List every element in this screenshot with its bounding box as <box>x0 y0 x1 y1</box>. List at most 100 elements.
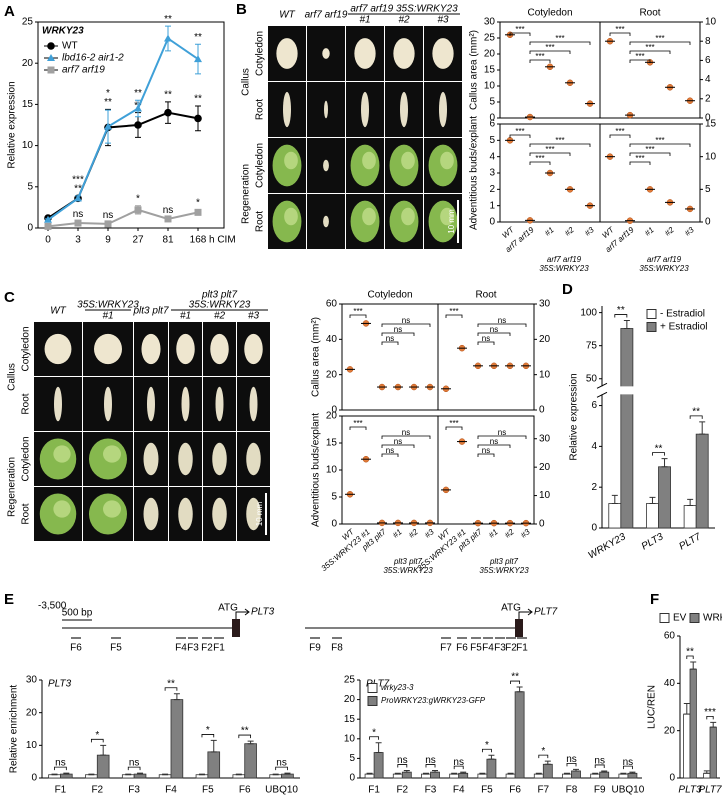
scale-label: 500 bp <box>62 608 93 619</box>
callus <box>54 386 62 422</box>
y-tick-label: 15 <box>22 99 34 110</box>
bracket <box>629 152 671 156</box>
group-label: 35S:WRKY23 <box>639 264 689 273</box>
group-label: arf7 arf19 <box>647 255 682 264</box>
y-tick-label: 25 <box>484 33 496 44</box>
bracket <box>629 161 651 165</box>
callus <box>44 333 72 365</box>
significance-label: ns <box>163 205 174 216</box>
bracket <box>629 59 651 63</box>
error-bar <box>394 772 401 775</box>
regenerant <box>246 497 261 531</box>
significance-label: *** <box>72 175 84 186</box>
gene-box <box>515 619 523 637</box>
significance-label: *** <box>655 136 664 145</box>
group-label: 35S:WRKY23 <box>77 300 139 311</box>
x-tick-label: #1 <box>643 225 656 238</box>
x-tick-label: F1 <box>55 785 67 796</box>
regenerant <box>103 445 121 463</box>
marker <box>47 66 55 74</box>
callus <box>176 333 195 365</box>
bar <box>533 773 544 779</box>
bracket <box>652 452 665 456</box>
significance-label: *** <box>449 307 458 316</box>
y-tick-label: 0 <box>27 223 33 234</box>
regenerant <box>284 207 298 226</box>
panel-letter: E <box>4 591 14 608</box>
marker <box>47 42 55 50</box>
y-tick-label: 0 <box>489 217 495 228</box>
significance-label: ** <box>194 32 202 43</box>
column-label: #1 <box>359 15 370 26</box>
significance-label: ns <box>394 437 402 446</box>
group-label: plt3 plt7 <box>393 557 423 566</box>
scale-bar-label: 10 mm <box>447 209 456 234</box>
amplicon-label: F4 <box>175 643 187 654</box>
error-bar <box>601 770 608 773</box>
y-tick-label: 10 <box>22 140 34 151</box>
amplicon-label: F6 <box>70 643 82 654</box>
y-axis-label: Callus area (mm²) <box>469 30 480 110</box>
x-tick-label: #1 <box>487 527 500 540</box>
callus <box>361 91 369 128</box>
bracket <box>275 766 288 771</box>
bracket <box>706 715 714 720</box>
bracket <box>566 762 577 767</box>
bar <box>618 773 629 779</box>
group-label: arf7 arf19 35S:WRKY23 <box>350 4 458 15</box>
y-tick-label: 15 <box>344 714 356 725</box>
significance-label: * <box>206 725 210 736</box>
bar <box>133 773 147 779</box>
x-tick-label: #3 <box>583 225 596 238</box>
bar <box>401 771 412 779</box>
x-tick-label: F4 <box>453 785 465 796</box>
regenerant <box>362 207 376 226</box>
error-bar <box>699 421 706 435</box>
regenerant <box>143 497 159 531</box>
marker <box>194 55 202 63</box>
bracket <box>622 765 633 770</box>
row-label: Root <box>255 99 266 120</box>
bar <box>542 763 553 779</box>
y-tick-label: 6 <box>591 400 597 411</box>
significance-label: *** <box>515 25 524 34</box>
row-label: Cotyledon <box>21 326 32 371</box>
y-tick-label: 0 <box>539 519 545 530</box>
bracket <box>481 748 492 753</box>
significance-label: * <box>196 198 200 209</box>
significance-label: ns <box>498 428 506 437</box>
y-axis-label: Relative enrichment <box>9 685 20 774</box>
error-bar <box>629 771 636 774</box>
legend-swatch <box>646 309 657 319</box>
bar <box>709 726 717 779</box>
row-label: Cotyledon <box>255 31 266 76</box>
y-tick-label: 20 <box>26 707 38 718</box>
y-axis-label: Relative expression <box>7 81 18 168</box>
callus <box>249 386 258 422</box>
marker <box>134 206 142 214</box>
bar <box>658 466 671 529</box>
legend-swatch <box>689 613 700 623</box>
x-tick-label: F8 <box>566 785 578 796</box>
bracket <box>509 134 531 138</box>
error-bar <box>284 772 291 775</box>
legend-label: wrky23-3 <box>381 683 414 692</box>
x-tick-label: PLT3 <box>678 785 702 796</box>
amplicon-label: F8 <box>331 643 343 654</box>
error-bar <box>623 320 630 329</box>
error-bar <box>247 740 254 745</box>
group-label: 35S:WRKY23 <box>383 566 433 575</box>
significance-label: *** <box>635 52 644 61</box>
regenerant <box>440 207 454 226</box>
tss-arrow <box>235 608 250 619</box>
amplicon-label: F1 <box>516 643 528 654</box>
significance-label: *** <box>545 43 554 52</box>
bar <box>683 713 691 779</box>
significance-label: ns <box>482 446 490 455</box>
bar <box>505 773 516 779</box>
bar <box>620 328 634 529</box>
significance-label: *** <box>615 25 624 34</box>
x-tick-label: F9 <box>594 785 606 796</box>
amplicon-label: F1 <box>213 643 225 654</box>
panel-title: Root <box>475 290 496 301</box>
